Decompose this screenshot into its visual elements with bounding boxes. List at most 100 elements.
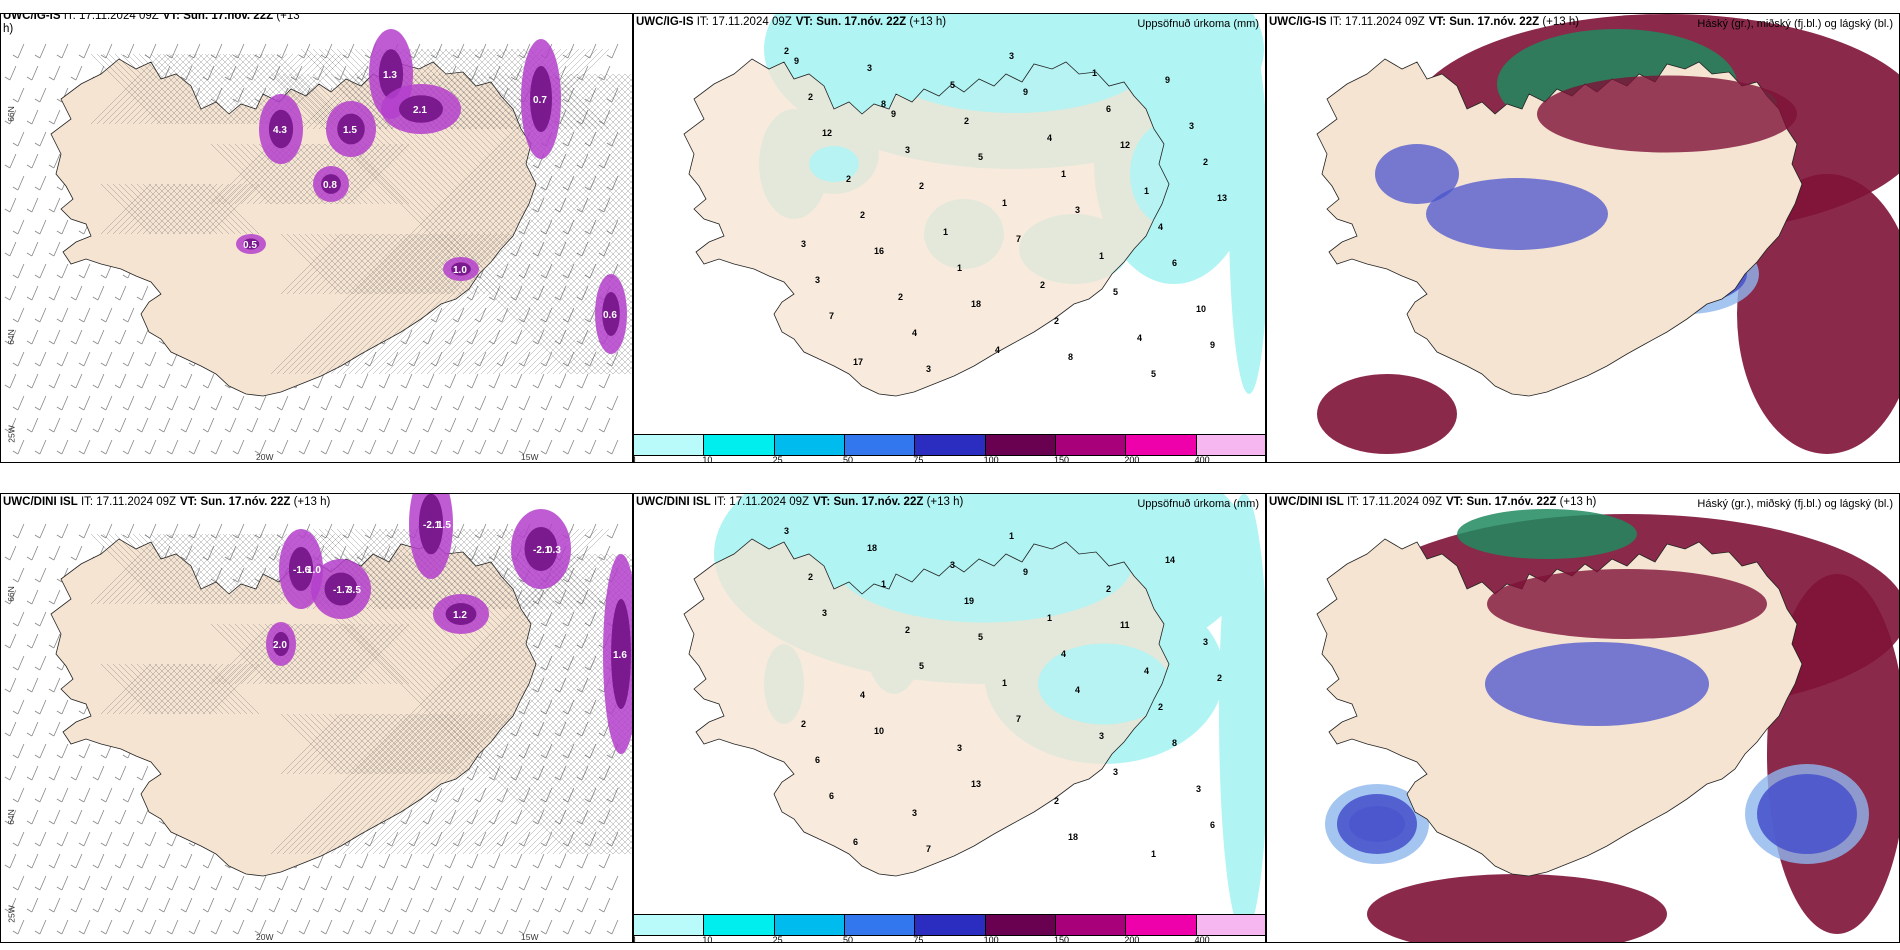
station-value: 5 <box>950 80 955 90</box>
wind-barb-flag <box>422 864 429 869</box>
wind-barb <box>39 87 47 103</box>
wind-barb <box>237 395 245 411</box>
wind-barb-flag <box>606 142 613 147</box>
wind-barb-flag <box>452 318 459 323</box>
wind-barb-flag <box>78 886 85 891</box>
precip-area-inland <box>1038 643 1170 725</box>
wind-barb <box>17 655 25 671</box>
wind-barb-flag <box>122 534 129 539</box>
wind-barb <box>581 153 589 169</box>
wind-barb <box>603 373 611 389</box>
wind-barb <box>603 853 611 869</box>
wind-barb <box>369 439 377 455</box>
wind-barb <box>83 831 91 847</box>
wind-barb <box>237 43 245 59</box>
wind-barb <box>611 875 619 891</box>
wind-barb <box>9 373 17 389</box>
wind-barb-flag <box>48 384 55 389</box>
wind-barb-flag <box>290 908 297 913</box>
wind-barb-flag <box>422 384 429 389</box>
wind-barb-flag <box>114 864 121 869</box>
wind-barb-flag <box>34 710 41 715</box>
station-value: 4 <box>1061 649 1066 659</box>
wind-barb-flag <box>136 340 143 345</box>
wind-barb <box>581 373 589 389</box>
wind-barb-flag <box>92 776 99 781</box>
wind-barb <box>611 219 619 235</box>
wind-barb <box>449 329 457 345</box>
wind-barb <box>17 351 25 367</box>
panel-top-left-map: 1.3 2.1 1.5 4.3 0.7 0.8 0.5 1.0 0.6 UWC/IG-IS IT… <box>0 13 633 463</box>
wind-barb <box>347 919 355 935</box>
wind-barb-flag <box>606 886 613 891</box>
wind-barb-flag <box>400 908 407 913</box>
wind-barb-flag <box>100 318 107 323</box>
wind-barb-flag <box>26 820 33 825</box>
wind-barb <box>215 395 223 411</box>
colorbar-tick-label: 150 <box>1054 455 1070 463</box>
wind-barb-flag <box>114 776 121 781</box>
wind-barb-flag <box>26 864 33 869</box>
wind-barb-flag <box>12 930 19 935</box>
wind-barb <box>427 417 435 433</box>
wind-barb <box>559 417 567 433</box>
wind-barb-flag <box>56 886 63 891</box>
wind-barb <box>449 373 457 389</box>
wind-barb-flag <box>122 406 129 411</box>
wind-barb <box>391 919 399 935</box>
wind-barb-flag <box>312 384 319 389</box>
wind-barb-flag <box>532 820 539 825</box>
wind-barb <box>61 919 69 935</box>
wind-barb <box>97 373 105 389</box>
wind-barb <box>457 831 465 847</box>
wind-barb <box>449 809 457 825</box>
wind-barb <box>39 743 47 759</box>
wind-barb-flag <box>452 886 459 891</box>
wind-barb-flag <box>122 450 129 455</box>
wind-barb-flag <box>4 296 11 301</box>
wind-barb-flag <box>12 666 19 671</box>
station-value: 3 <box>912 808 917 818</box>
wind-barb-flag <box>26 76 33 81</box>
wind-barb <box>515 329 523 345</box>
station-value: 1 <box>957 263 962 273</box>
wind-barb-flag <box>554 428 561 433</box>
wind-barb <box>119 809 127 825</box>
wind-barb <box>339 373 347 389</box>
colorbar-tick-label: 50 <box>843 455 854 463</box>
wind-barb-flag <box>92 340 99 345</box>
wind-barb <box>17 87 25 103</box>
panel-title: UWC/IG-IS IT: 17.11.2024 09Z VT: Sun. 17.… <box>3 13 300 35</box>
wind-barb-flag <box>166 362 173 367</box>
wind-barb-flag <box>34 798 41 803</box>
wind-barb-flag <box>4 600 11 605</box>
wind-barb <box>413 395 421 411</box>
wind-barb <box>325 523 333 539</box>
panel-bottom-left-map: -2.1 -2.1 -1.6 -1.7 1.6 2.0 1.2 1.5 0.3 1.0 3.5 UW… <box>0 493 633 943</box>
wind-barb <box>31 633 39 649</box>
wind-barb <box>457 439 465 455</box>
wind-barb-flag <box>144 406 151 411</box>
precip-cell-core <box>321 174 341 194</box>
wind-barb-flag <box>444 340 451 345</box>
precip-value-label: 2.1 <box>413 105 427 116</box>
wind-barb <box>493 545 501 561</box>
colorbar-segment <box>844 435 916 455</box>
wind-barb-flag <box>562 754 569 759</box>
wind-barb-flag <box>562 930 569 935</box>
panel-title: UWC/IG-IS IT: 17.11.2024 09Z VT: Sun. 17.… <box>1269 16 1580 28</box>
wind-barb-flag <box>518 318 525 323</box>
wind-barb-flag <box>532 340 539 345</box>
station-value: 6 <box>1106 104 1111 114</box>
wind-barb <box>391 831 399 847</box>
station-value: 13 <box>1217 193 1227 203</box>
wind-barb <box>39 439 47 455</box>
wind-barb <box>545 395 553 411</box>
panel-field-title: Uppsöfnuð úrkoma (mm) <box>1137 498 1259 510</box>
wind-barb-flag <box>334 384 341 389</box>
wind-barb-flag <box>554 296 561 301</box>
wind-barb-flag <box>584 362 591 367</box>
wind-barb-flag <box>386 842 393 847</box>
precip-cell-core <box>324 572 358 606</box>
station-value: 9 <box>1165 75 1170 85</box>
